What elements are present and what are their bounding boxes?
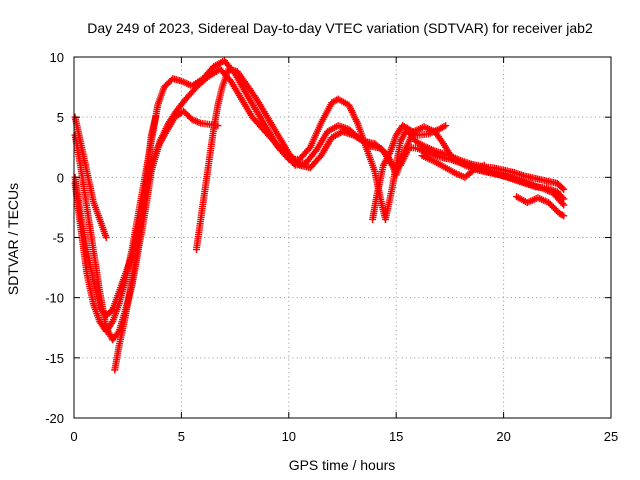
data-point: [560, 195, 568, 203]
data-point: [102, 234, 110, 241]
data-point: [305, 145, 313, 153]
data-point: [558, 200, 566, 208]
y-tick-label: -5: [52, 231, 64, 246]
data-point: [440, 122, 448, 130]
data-series-track-8: [418, 152, 488, 181]
y-tick-label: -15: [45, 351, 64, 366]
data-point: [560, 201, 568, 209]
y-tick-label: 10: [50, 50, 64, 65]
data-point: [480, 161, 488, 169]
data-point: [558, 194, 566, 202]
y-tick-label: 0: [57, 170, 64, 185]
x-axis-label: GPS time / hours: [289, 457, 396, 473]
x-tick-label: 10: [282, 429, 296, 444]
data-series-track-7: [369, 122, 450, 223]
x-tick-label: 25: [604, 429, 618, 444]
y-tick-label: -20: [45, 411, 64, 426]
chart-title: Day 249 of 2023, Sidereal Day-to-day VTE…: [87, 20, 593, 36]
data-point: [152, 113, 160, 121]
data-layer: [71, 57, 568, 374]
x-tick-label: 20: [496, 429, 510, 444]
data-series-track-3: [71, 113, 110, 241]
data-point: [545, 199, 553, 207]
x-tick-label: 5: [178, 429, 185, 444]
y-tick-label: 5: [57, 110, 64, 125]
y-tick-label: -10: [45, 291, 64, 306]
data-point: [551, 205, 559, 213]
tick-layer: 0 5 10 15 20 25 -20 -15 -10 -5 0 5 10: [45, 50, 618, 444]
data-point: [558, 184, 566, 192]
data-point: [442, 122, 450, 130]
x-tick-label: 15: [389, 429, 403, 444]
data-point: [108, 319, 116, 327]
data-point: [549, 203, 557, 211]
y-axis-label: SDTVAR / TECUs: [5, 183, 21, 295]
data-point: [552, 206, 560, 214]
data-point: [560, 212, 568, 220]
x-tick-label: 0: [70, 429, 77, 444]
data-point: [548, 202, 556, 210]
data-point: [560, 185, 568, 193]
data-point: [558, 211, 566, 219]
data-point: [546, 200, 554, 208]
data-series-track-5: [111, 113, 160, 374]
data-series-track-9: [512, 193, 568, 220]
